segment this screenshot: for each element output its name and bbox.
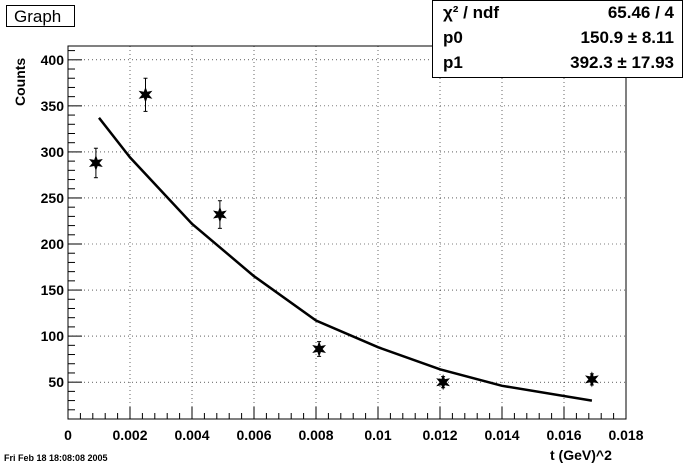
stats-key: χ² / ndf <box>443 3 500 22</box>
y-tick-label: 300 <box>41 144 65 160</box>
y-tick-label: 50 <box>48 374 64 390</box>
data-point <box>436 374 450 391</box>
fit-stats-box: χ² / ndf 65.46 / 4 p0 150.9 ± 8.11 p1 39… <box>432 0 683 78</box>
x-tick-label: 0 <box>64 427 72 443</box>
grid-lines <box>68 46 626 419</box>
stats-row-p0: p0 150.9 ± 8.11 <box>443 28 674 52</box>
x-tick-label: 0.006 <box>236 427 271 443</box>
data-point <box>138 77 153 112</box>
y-tick-label: 200 <box>41 236 65 252</box>
stats-row-p1: p1 392.3 ± 17.93 <box>443 53 674 77</box>
y-tick-label: 400 <box>41 52 65 68</box>
stats-row-chi2: χ² / ndf 65.46 / 4 <box>443 3 674 27</box>
data-point <box>585 371 599 388</box>
y-tick-label: 350 <box>41 98 65 114</box>
y-axis-ticks: 50 100 150 200 250 300 350 400 <box>41 50 82 411</box>
star-marker <box>312 341 326 357</box>
x-tick-label: 0.014 <box>484 427 519 443</box>
x-tick-label: 0.008 <box>298 427 333 443</box>
timestamp: Fri Feb 18 18:08:08 2005 <box>4 453 108 463</box>
star-marker <box>138 86 153 103</box>
stats-value: 392.3 ± 17.93 <box>570 53 674 72</box>
y-tick-label: 150 <box>41 282 65 298</box>
x-tick-label: 0.004 <box>174 427 209 443</box>
data-points <box>89 77 599 391</box>
x-axis-title: t (GeV)^2 <box>550 447 612 463</box>
graph-title-box: Graph <box>6 5 75 27</box>
x-axis-ticks: 0 0.002 0.004 0.006 0.008 0.01 0.012 0.014 0.016… <box>64 407 644 443</box>
x-tick-label: 0.012 <box>422 427 457 443</box>
y-axis-title: Counts <box>12 57 28 106</box>
graph-title: Graph <box>14 7 62 26</box>
data-point <box>312 341 326 357</box>
x-tick-label: 0.016 <box>546 427 581 443</box>
y-tick-label: 100 <box>41 328 65 344</box>
fit-curve <box>98 117 593 402</box>
stats-key: p1 <box>443 53 463 72</box>
stats-value: 150.9 ± 8.11 <box>580 28 674 47</box>
star-marker <box>436 374 450 391</box>
star-marker <box>213 206 227 223</box>
star-marker <box>585 371 599 388</box>
data-point <box>213 200 227 229</box>
stats-value: 65.46 / 4 <box>607 3 674 22</box>
x-tick-label: 0.002 <box>112 427 147 443</box>
plot-frame <box>67 45 627 420</box>
data-point <box>89 147 103 179</box>
stats-key: p0 <box>443 28 463 47</box>
x-tick-label: 0.01 <box>364 427 391 443</box>
star-marker <box>89 155 103 171</box>
x-tick-label: 0.018 <box>608 427 643 443</box>
y-tick-label: 250 <box>41 190 65 206</box>
